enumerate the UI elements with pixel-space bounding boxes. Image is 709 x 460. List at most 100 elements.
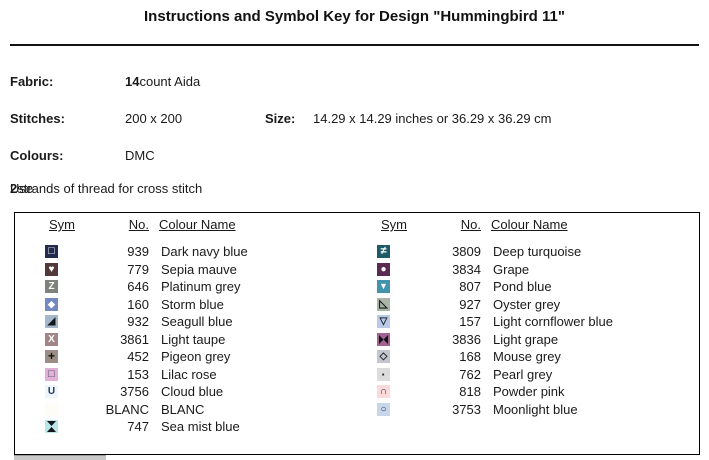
symbol-bowtie-icon [377,332,390,346]
colour-name: Moonlight blue [493,401,578,417]
page-title: Instructions and Symbol Key for Design "… [144,8,565,25]
fabric-rest: count Aida [139,74,201,89]
symbol-triangle-down-outline-icon: ▽ [377,315,390,329]
thread-number: 452 [127,349,149,365]
colours-label: Colours: [10,148,64,163]
key-row: BLANC BLANC [15,401,347,419]
thread-number: BLANC [105,401,149,417]
header-sym: Sym [381,217,407,232]
horizontal-scrollbar-thumb[interactable] [14,455,106,460]
key-row: □ 153 Lilac rose [15,366,347,384]
strands-text: Use 2 strands of thread for cross stitch [10,181,202,196]
colour-name: Platinum grey [161,279,241,295]
thread-number: 818 [459,384,481,400]
colour-name: Pond blue [493,279,552,295]
colour-name: Light cornflower blue [493,314,613,330]
colour-name: BLANC [161,401,205,417]
symbol-key-table: Sym No. Colour Name □ 939 Dark navy blue ♥ 7… [14,212,700,455]
symbol-letter-z-icon: Z [45,280,58,294]
symbol-triangle-down-filled-icon: ▼ [377,280,390,294]
key-row: ◢ 932 Seagull blue [15,313,347,331]
colour-name: Cloud blue [161,384,224,400]
symbol-hourglass-icon [45,420,58,434]
colour-name: Sea mist blue [161,419,240,435]
size-label: Size: [265,111,296,126]
key-row: □ 939 Dark navy blue [15,243,347,261]
strands-count: 2 [10,181,18,196]
colour-name: Dark navy blue [161,244,248,260]
symbol-letter-x-icon: X [45,332,58,346]
key-row: ≠ 3809 Deep turquoise [347,243,697,261]
symbol-letter-u-icon: U [45,385,58,399]
symbol-square-outline-icon: □ [45,245,58,259]
colour-name: Light grape [493,331,559,347]
header-no: No. [460,217,481,232]
symbol-circle-outline-icon: ○ [377,402,390,416]
colour-name: Light taupe [161,331,226,347]
key-row: ◆ 160 Storm blue [15,296,347,314]
thread-number: 927 [459,296,481,312]
symbol-triangle-lower-left-outline-icon: ◺ [377,297,390,311]
symbol-square-outline-icon: □ [45,367,58,381]
symbol-circle-filled-icon: ● [377,262,390,276]
header-sym: Sym [49,217,75,232]
symbol-diamond-outline-icon: ◇ [377,350,390,364]
key-row: · 762 Pearl grey [347,366,697,384]
colour-name: Sepia mauve [161,261,237,277]
colour-name: Pearl grey [493,366,553,382]
key-row: ● 3834 Grape [347,261,697,279]
key-header-right: Sym No. Colour Name [347,217,697,233]
colour-name: Mouse grey [493,349,561,365]
symbol-not-equal-icon: ≠ [377,245,390,259]
colour-name: Deep turquoise [493,244,582,260]
key-header-left: Sym No. Colour Name [15,217,347,233]
thread-number: 160 [127,296,149,312]
colour-name: Grape [493,261,530,277]
stitches-row: Stitches: 200 x 200 Size: 14.29 x 14.29 … [10,111,709,127]
thread-number: 932 [127,314,149,330]
key-row: ◺ 927 Oyster grey [347,296,697,314]
key-row: 747 Sea mist blue [15,418,347,436]
key-row: U 3756 Cloud blue [15,383,347,401]
thread-number: 747 [127,419,149,435]
key-row: +452 Pigeon grey [15,348,347,366]
thread-number: 153 [127,366,149,382]
key-rows-right: ≠ 3809 Deep turquoise ● 3834 Grape ▼ 807 Pond bl… [347,243,697,418]
fabric-value: 14 count Aida [125,74,200,89]
thread-number: 939 [127,244,149,260]
key-row: ▽ 157 Light cornflower blue [347,313,697,331]
header-no: No. [128,217,149,232]
symbol-triangle-lower-right-icon: ◢ [45,315,58,329]
symbol-heart-icon: ♥ [45,262,58,276]
symbol-intersection-icon: ∩ [377,385,390,399]
thread-number: 779 [127,261,149,277]
thread-number: 3809 [452,244,481,260]
header-colour-name: Colour Name [159,217,236,232]
symbol-blank-icon [45,402,58,416]
key-row: ∩ 818 Powder pink [347,383,697,401]
key-row: ▼ 807 Pond blue [347,278,697,296]
stitches-value: 200 x 200 [125,111,183,126]
colour-name: Storm blue [161,296,224,312]
stitches-label: Stitches: [10,111,65,126]
symbol-plus-icon: + [45,350,58,364]
thread-number: 3753 [452,401,481,417]
key-column-left: Sym No. Colour Name □ 939 Dark navy blue ♥ 7… [15,213,347,454]
strands-prefix: Use [10,181,34,196]
thread-number: 3834 [452,261,481,277]
size-value: 14.29 x 14.29 inches or 36.29 x 36.29 cm [313,111,552,126]
colour-name: Oyster grey [493,296,561,312]
thread-number: 3756 [120,384,149,400]
key-row: 3836 Light grape [347,331,697,349]
key-row: ○ 3753 Moonlight blue [347,401,697,419]
colour-name: Lilac rose [161,366,217,382]
colour-name: Pigeon grey [161,349,231,365]
key-row: ♥ 779 Sepia mauve [15,261,347,279]
thread-number: 646 [127,279,149,295]
colour-name: Seagull blue [161,314,233,330]
key-row: ◇ 168 Mouse grey [347,348,697,366]
thread-number: 3861 [120,331,149,347]
thread-number: 762 [459,366,481,382]
fabric-label: Fabric: [10,74,54,89]
